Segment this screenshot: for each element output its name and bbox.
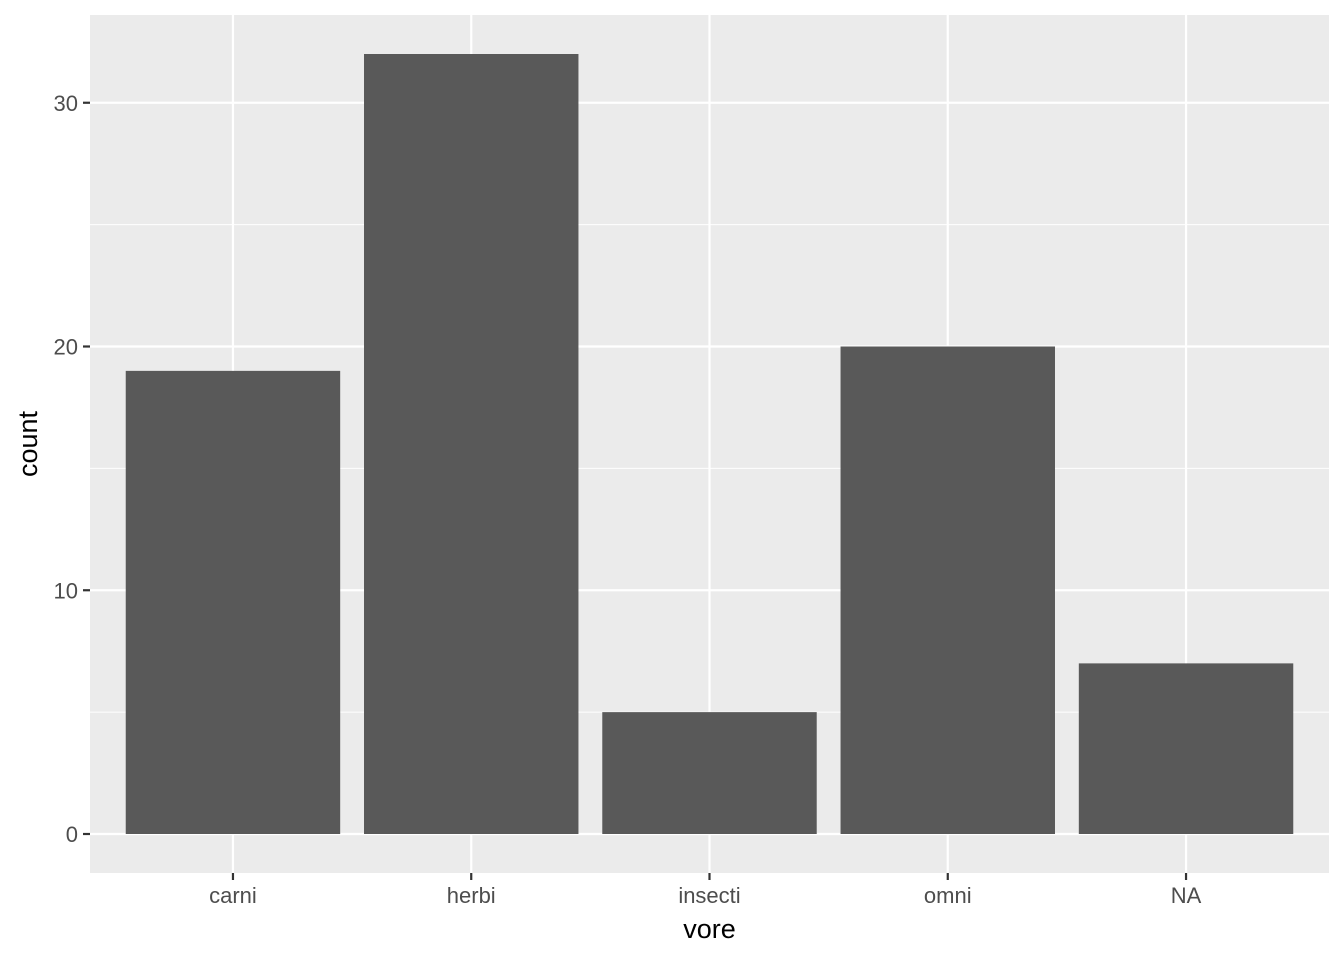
x-tick-label: NA [1171,883,1202,908]
x-tick-label: carni [209,883,257,908]
x-tick-label: omni [924,883,972,908]
y-axis: 0 10 20 30 [54,91,90,847]
y-tick-label: 0 [66,822,78,847]
x-tick-label: insecti [678,883,740,908]
bars [125,54,1294,834]
x-tick-label: herbi [447,883,496,908]
bar-herbi [364,54,579,834]
y-tick-label: 20 [54,335,78,360]
y-tick-label: 30 [54,91,78,116]
bar-omni [840,346,1055,834]
bar-na [1078,663,1294,834]
y-axis-title: count [13,410,43,477]
x-axis-title: vore [683,914,736,944]
y-tick-label: 10 [54,578,78,603]
x-axis: carni herbi insecti omni NA [209,873,1202,908]
bar-carni [125,370,341,834]
bar-insecti [602,712,817,834]
